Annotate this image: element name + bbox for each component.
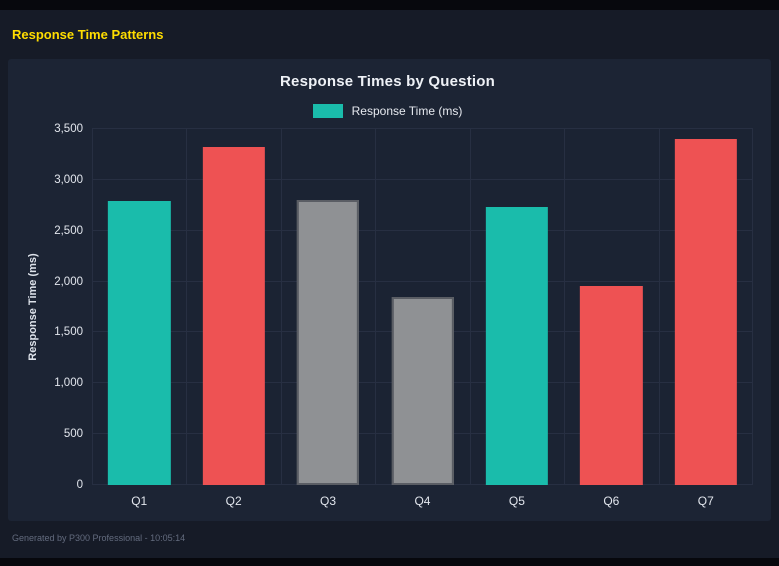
gridline-vertical (92, 129, 93, 485)
gridline-horizontal (92, 178, 753, 180)
gridline-vertical (375, 129, 377, 485)
chart-panel: Response Times by Question Response Time… (8, 59, 771, 521)
x-axis-label: Q1 (131, 493, 148, 508)
y-tick-label: 0 (76, 479, 83, 491)
bar-q6 (580, 285, 643, 485)
footer-note: Generated by P300 Professional - 10:05:1… (12, 533, 186, 543)
gridline-vertical (186, 129, 188, 485)
gridline-vertical (280, 129, 282, 485)
x-axis-label: Q2 (225, 493, 242, 508)
y-tick-label: 3,000 (54, 173, 83, 186)
y-tick-label: 500 (63, 428, 83, 441)
y-tick-label: 2,500 (54, 224, 83, 237)
chart-body: Response Time (ms) 0 500 1,000 1,500 2,000 2,… (22, 123, 753, 491)
y-tick-label: 2,000 (54, 275, 83, 288)
legend-swatch (312, 104, 343, 118)
gridline-vertical (564, 129, 566, 485)
x-axis-labels: Q1 Q2 Q3 Q4 Q5 Q6 Q7 (92, 485, 753, 516)
bottom-strip (0, 558, 779, 566)
bar-q1 (108, 201, 171, 485)
chart-legend[interactable]: Response Time (ms) (22, 103, 753, 119)
bar-q4 (391, 296, 454, 485)
gridline-vertical (469, 129, 471, 485)
x-axis-label: Q3 (320, 493, 337, 508)
y-axis-title: Response Time (ms) (22, 129, 44, 485)
top-strip (0, 0, 779, 10)
gridline-vertical (752, 129, 753, 485)
gridline-horizontal (92, 280, 753, 282)
x-axis-label: Q6 (603, 493, 620, 508)
bar-q3 (296, 200, 360, 485)
y-tick-label: 3,500 (54, 123, 83, 135)
bar-q7 (674, 139, 737, 485)
gridline-horizontal (92, 128, 753, 129)
bar-q2 (202, 147, 265, 485)
x-axis-label: Q5 (508, 493, 525, 508)
y-tick-label: 1,500 (54, 326, 83, 339)
x-axis-label: Q7 (697, 493, 714, 508)
chart-title: Response Times by Question (280, 73, 495, 90)
gridline-vertical (658, 129, 660, 485)
bar-q5 (485, 207, 549, 485)
page-title: Response Time Patterns (12, 27, 164, 42)
y-axis-title-text: Response Time (ms) (27, 253, 39, 361)
legend-label: Response Time (ms) (351, 104, 463, 118)
gridline-horizontal (92, 229, 753, 231)
y-tick-label: 1,000 (54, 377, 83, 390)
plot-area (92, 128, 753, 485)
x-axis-label: Q4 (414, 493, 431, 508)
y-axis-ticks: 0 500 1,000 1,500 2,000 2,500 3,000 3,500 (44, 123, 92, 491)
